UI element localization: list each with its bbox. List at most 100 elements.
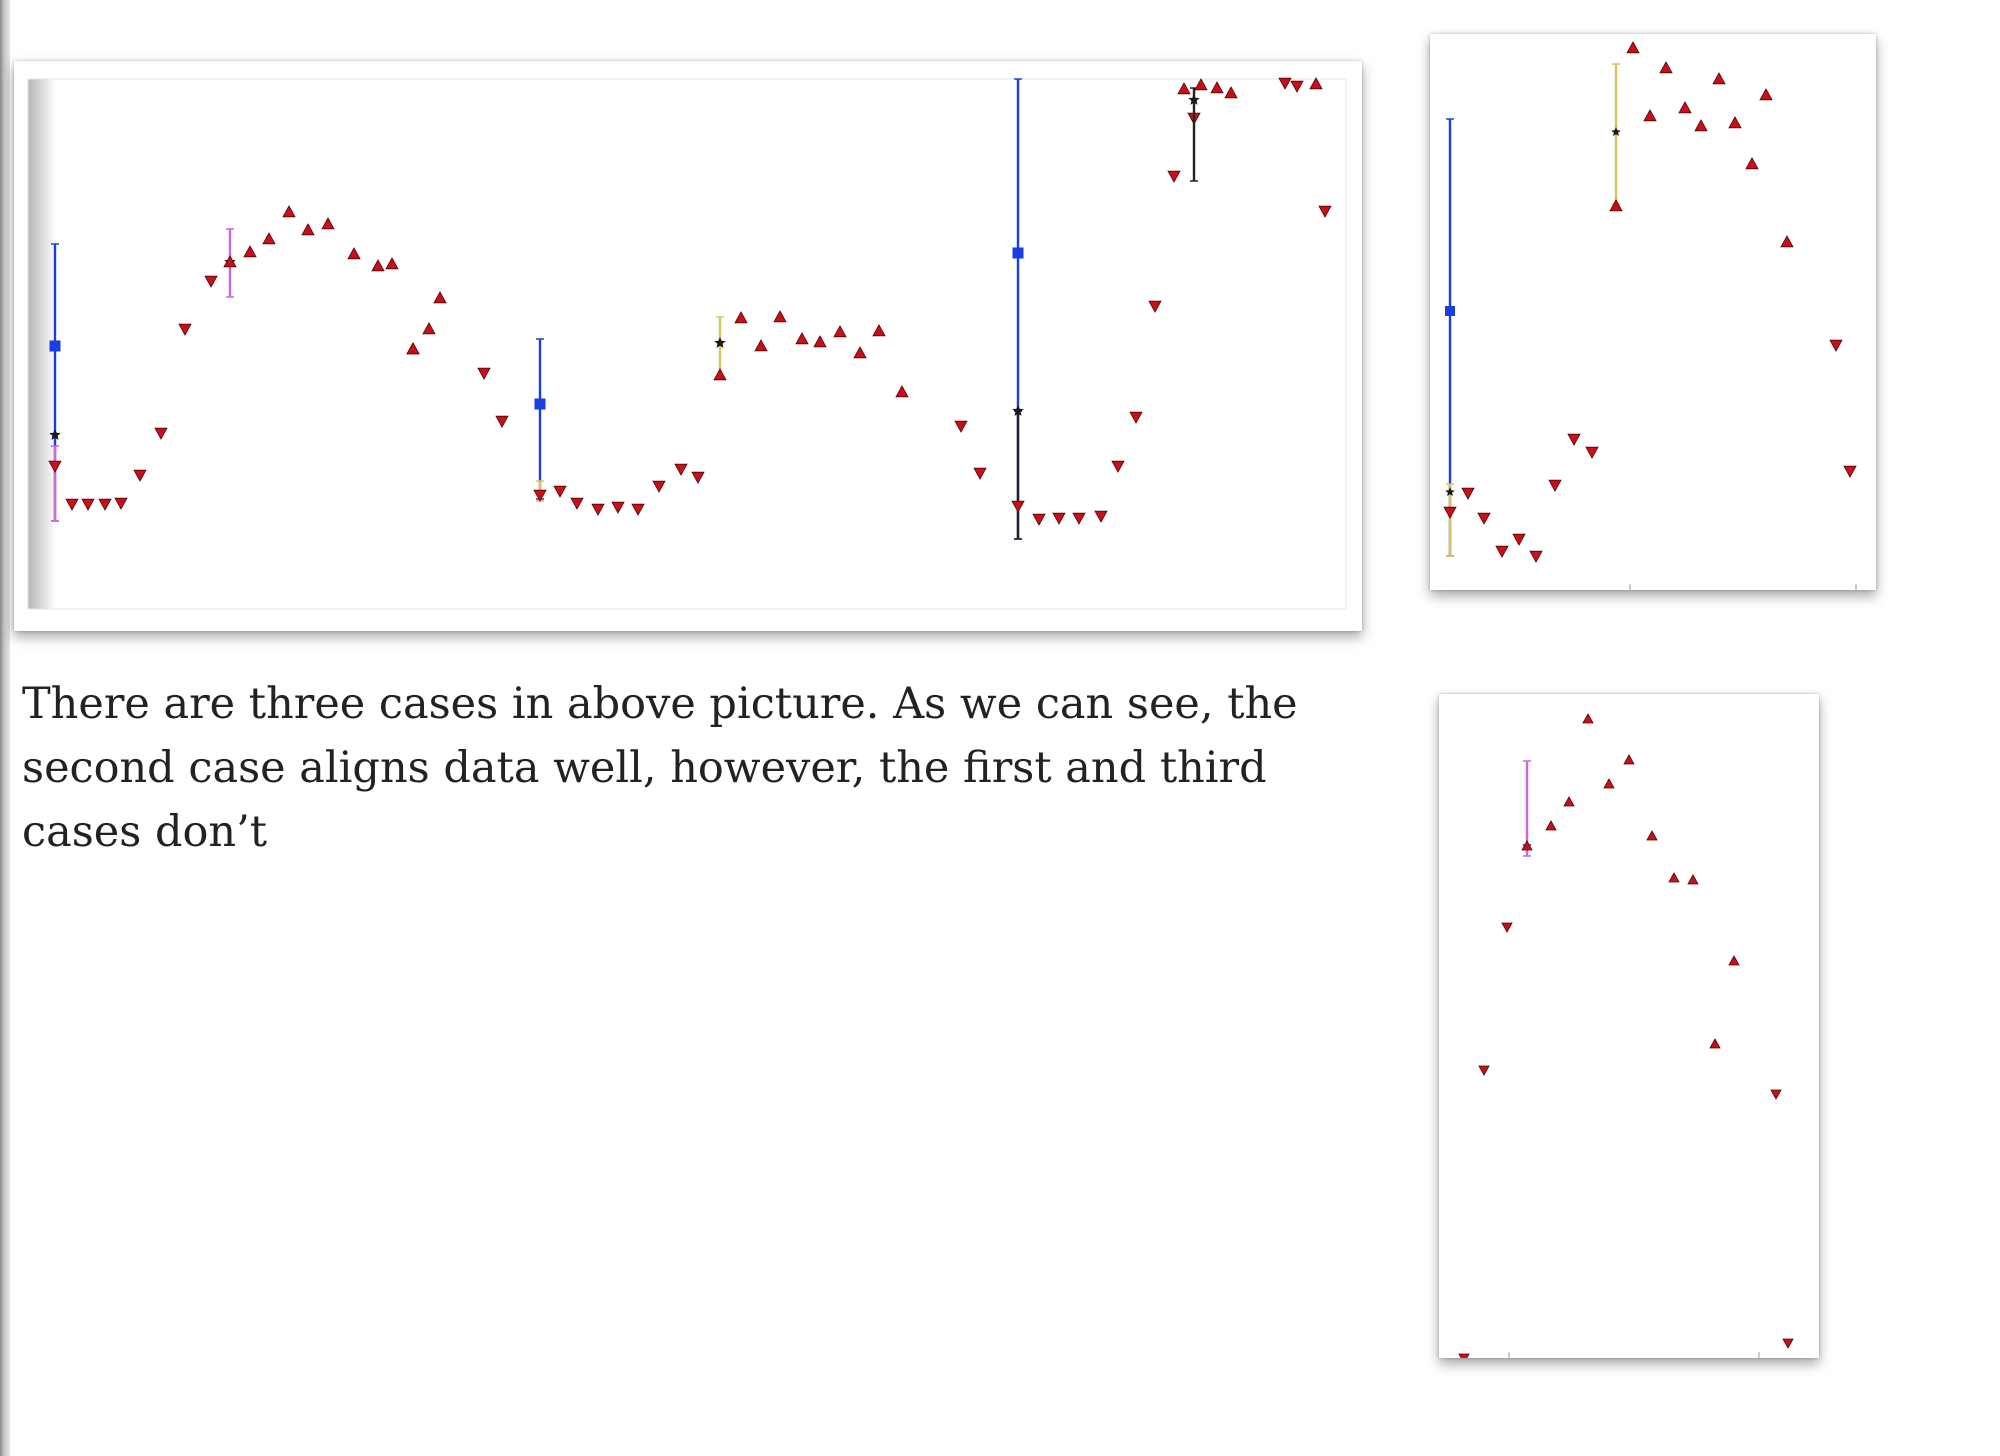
triangle-down-icon [1495, 545, 1509, 558]
triangle-up-icon [1709, 1038, 1721, 1049]
triangle-down-icon [1290, 80, 1304, 93]
triangle-up-icon [1759, 88, 1773, 101]
triangle-up-icon [853, 346, 867, 359]
triangle-down-icon [477, 367, 491, 380]
triangle-down-icon [154, 427, 168, 440]
triangle-up-icon [1694, 119, 1708, 132]
star-icon [1188, 94, 1200, 105]
triangle-up-icon [223, 255, 237, 268]
triangle-up-icon [422, 322, 436, 335]
square-icon [1012, 247, 1024, 259]
triangle-up-icon [1780, 235, 1794, 248]
triangle-down-icon [81, 498, 95, 511]
triangle-down-icon [1167, 170, 1181, 183]
triangle-up-icon [371, 259, 385, 272]
case-detail-top-plot [1443, 41, 1857, 590]
triangle-up-icon [262, 232, 276, 245]
left-page-rule [0, 0, 10, 1456]
triangle-down-icon [1443, 506, 1457, 519]
triangle-down-icon [495, 415, 509, 428]
triangle-down-icon [1094, 510, 1108, 523]
triangle-up-icon [1678, 101, 1692, 114]
triangle-down-icon [1461, 487, 1475, 500]
triangle-up-icon [754, 339, 768, 352]
triangle-up-icon [1728, 116, 1742, 129]
triangle-down-icon [1318, 205, 1332, 218]
figure-three-cases [14, 61, 1362, 631]
triangle-down-icon [1843, 465, 1857, 478]
triangle-up-icon [406, 342, 420, 355]
triangle-down-icon [954, 420, 968, 433]
triangle-down-icon [1829, 339, 1843, 352]
triangle-up-icon [1177, 82, 1191, 95]
triangle-up-icon [1668, 872, 1680, 883]
triangle-down-icon [1478, 1065, 1490, 1076]
triangle-down-icon [1548, 479, 1562, 492]
triangle-up-icon [1646, 830, 1658, 841]
triangle-up-icon [1603, 778, 1615, 789]
triangle-up-icon [1687, 874, 1699, 885]
triangle-up-icon [282, 205, 296, 218]
triangle-up-icon [872, 324, 886, 337]
triangle-up-icon [1210, 81, 1224, 94]
case-detail-bottom-plot [1458, 713, 1794, 1358]
triangle-down-icon [611, 501, 625, 514]
square-icon [534, 398, 546, 410]
triangle-down-icon [98, 498, 112, 511]
triangle-up-icon [1659, 61, 1673, 74]
triangle-down-icon [1782, 1338, 1794, 1349]
triangle-down-icon [1458, 1353, 1470, 1358]
triangle-down-icon [1278, 77, 1292, 90]
triangle-down-icon [1770, 1089, 1782, 1100]
triangle-down-icon [691, 471, 705, 484]
triangle-up-icon [795, 332, 809, 345]
star-icon [49, 429, 61, 440]
triangle-down-icon [1011, 500, 1025, 513]
triangle-up-icon [833, 325, 847, 338]
triangle-down-icon [48, 460, 62, 473]
star-icon [714, 337, 726, 348]
triangle-up-icon [1728, 955, 1740, 966]
triangle-down-icon [652, 480, 666, 493]
triangle-down-icon [1501, 922, 1513, 933]
triangle-up-icon [1582, 713, 1594, 724]
triangle-down-icon [1567, 433, 1581, 446]
triangle-down-icon [1129, 411, 1143, 424]
triangle-down-icon [178, 323, 192, 336]
triangle-down-icon [1512, 533, 1526, 546]
triangle-up-icon [1626, 41, 1640, 54]
triangle-down-icon [1052, 512, 1066, 525]
square-icon [49, 340, 61, 352]
triangle-down-icon [674, 463, 688, 476]
three-cases-plot [27, 77, 1347, 610]
triangle-up-icon [301, 223, 315, 236]
triangle-down-icon [1032, 513, 1046, 526]
triangle-down-icon [1477, 512, 1491, 525]
triangle-down-icon [65, 498, 79, 511]
figure-case-detail-top [1430, 34, 1876, 590]
triangle-up-icon [1712, 72, 1726, 85]
triangle-up-icon [1745, 157, 1759, 170]
triangle-up-icon [734, 311, 748, 324]
square-icon [1445, 306, 1455, 316]
triangle-up-icon [1224, 86, 1238, 99]
triangle-up-icon [385, 257, 399, 270]
triangle-up-icon [1609, 199, 1623, 212]
triangle-down-icon [631, 503, 645, 516]
triangle-down-icon [1529, 550, 1543, 563]
triangle-down-icon [1072, 512, 1086, 525]
triangle-down-icon [533, 489, 547, 502]
triangle-down-icon [973, 467, 987, 480]
triangle-down-icon [1148, 300, 1162, 313]
triangle-up-icon [347, 247, 361, 260]
figure-case-detail-bottom [1439, 694, 1819, 1358]
star-icon [1012, 405, 1024, 416]
triangle-up-icon [813, 335, 827, 348]
triangle-up-icon [433, 291, 447, 304]
triangle-up-icon [773, 310, 787, 323]
triangle-down-icon [591, 503, 605, 516]
triangle-down-icon [1111, 460, 1125, 473]
triangle-up-icon [713, 368, 727, 381]
triangle-down-icon [204, 275, 218, 288]
triangle-up-icon [895, 385, 909, 398]
